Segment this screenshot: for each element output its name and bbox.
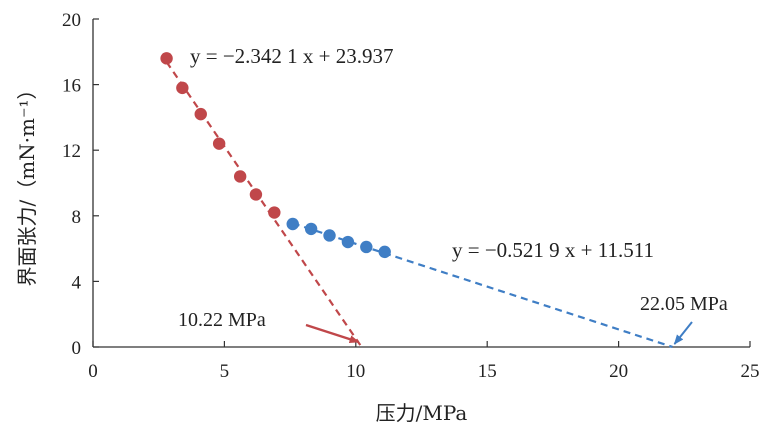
x-tick-label: 0 xyxy=(88,361,98,382)
annotation-arrow-1 xyxy=(305,323,360,344)
series-1-point xyxy=(194,107,207,121)
series-2-point xyxy=(341,235,355,249)
x-tick-label: 15 xyxy=(478,361,497,382)
y-tick-label: 12 xyxy=(62,141,81,162)
series-1-point xyxy=(268,206,281,219)
axes xyxy=(92,19,750,348)
annotation-label-1: 10.22 MPa xyxy=(178,309,266,331)
annotation-arrow-2 xyxy=(673,321,693,345)
fit-line-2 xyxy=(292,222,673,348)
data-points xyxy=(160,52,391,259)
x-tick-label: 25 xyxy=(741,361,760,382)
fit-line-1 xyxy=(165,61,363,348)
y-tick-label: 0 xyxy=(72,338,82,359)
x-tick-label: 10 xyxy=(346,361,365,382)
fit-equation-1: y = −2.342 1 x + 23.937 xyxy=(190,44,394,68)
annotation-label-2: 22.05 MPa xyxy=(640,293,728,315)
x-tick-label: 20 xyxy=(609,361,628,382)
series-2-point xyxy=(286,217,299,231)
x-axis-title: 压力/MPa xyxy=(376,401,468,425)
y-tick-label: 8 xyxy=(72,207,82,228)
series-2-point xyxy=(378,245,391,259)
x-tick-label: 5 xyxy=(220,361,230,382)
series-2-point xyxy=(323,229,336,242)
fit-lines xyxy=(165,61,673,348)
series-2-point xyxy=(304,222,318,236)
annotations xyxy=(305,321,693,345)
y-tick-label: 4 xyxy=(72,272,82,293)
fit-equation-2: y = −0.521 9 x + 11.511 xyxy=(452,238,654,262)
series-1-point xyxy=(212,137,226,150)
series-2-point xyxy=(360,240,373,254)
y-tick-label: 16 xyxy=(62,76,81,97)
ticks: 0 4 8 12 16 20 0 5 10 15 20 25 xyxy=(62,10,760,382)
series-1-point xyxy=(160,52,173,65)
series-1-point xyxy=(233,170,247,183)
series-1-point xyxy=(249,188,263,201)
series-1-point xyxy=(176,81,189,95)
y-tick-label: 20 xyxy=(62,10,81,31)
y-axis-title: 界面张力/（mN·m⁻¹） xyxy=(15,79,39,286)
